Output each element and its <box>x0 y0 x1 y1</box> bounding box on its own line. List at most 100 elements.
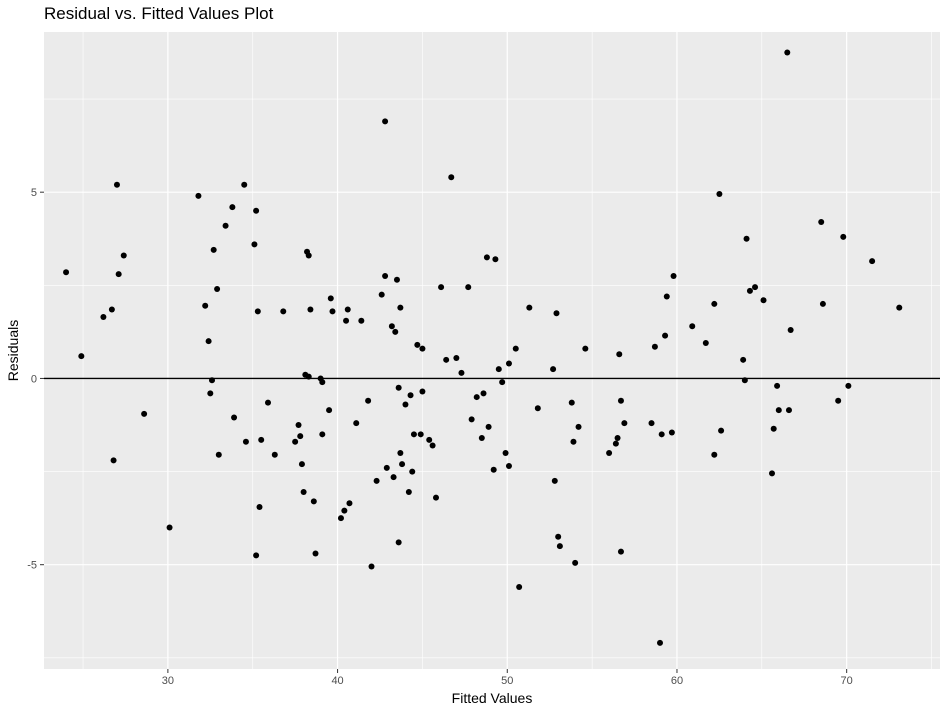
data-point <box>392 328 399 335</box>
data-point <box>480 390 487 397</box>
data-point <box>373 477 380 484</box>
data-point <box>115 271 122 278</box>
data-point <box>787 327 794 334</box>
data-point <box>785 407 792 414</box>
data-point <box>869 258 876 265</box>
data-point <box>502 449 509 456</box>
data-point <box>195 192 202 199</box>
data-point <box>505 360 512 367</box>
data-point <box>166 524 173 531</box>
data-point <box>310 498 317 505</box>
data-point <box>378 291 385 298</box>
data-point <box>253 207 260 214</box>
data-point <box>395 539 402 546</box>
data-point <box>280 308 287 315</box>
data-point <box>492 256 499 263</box>
data-point <box>621 420 628 427</box>
data-point <box>312 550 319 557</box>
y-tick-label: -5 <box>27 560 37 572</box>
data-point <box>215 451 222 458</box>
data-point <box>100 313 107 320</box>
data-point <box>298 461 305 468</box>
data-point <box>556 543 563 550</box>
data-point <box>575 423 582 430</box>
data-point <box>657 639 663 646</box>
data-point <box>670 272 677 279</box>
data-point <box>343 317 350 324</box>
data-point <box>209 377 215 384</box>
y-axis-ticks: -5 0 5 <box>27 187 44 572</box>
data-point <box>845 382 852 389</box>
data-point <box>617 397 624 404</box>
data-point <box>407 392 414 399</box>
data-point <box>662 332 669 339</box>
data-point <box>774 382 781 389</box>
data-point <box>141 410 148 417</box>
data-point <box>202 302 209 309</box>
data-point <box>741 377 748 384</box>
data-point <box>818 218 825 225</box>
data-point <box>258 436 265 443</box>
data-point <box>512 345 519 352</box>
data-point <box>300 489 307 496</box>
plot-panel <box>44 32 940 669</box>
data-point <box>568 399 575 406</box>
y-axis-title: Residuals <box>5 320 21 381</box>
data-point <box>319 379 326 386</box>
data-point <box>254 308 261 315</box>
data-point <box>663 293 670 300</box>
data-point <box>740 356 747 363</box>
data-point <box>526 304 533 311</box>
data-point <box>419 345 426 352</box>
data-point <box>570 438 577 445</box>
data-point <box>63 269 70 276</box>
data-point <box>555 533 562 540</box>
data-point <box>614 435 621 442</box>
data-point <box>397 304 404 311</box>
data-point <box>229 204 236 211</box>
x-axis-ticks: 30 40 50 60 70 <box>162 669 853 687</box>
data-point <box>485 423 492 430</box>
data-point <box>458 369 465 376</box>
data-point <box>582 345 589 352</box>
data-point <box>743 235 750 242</box>
data-point <box>251 241 258 248</box>
data-point <box>365 397 372 404</box>
y-tick-label: 0 <box>31 373 37 385</box>
data-point <box>617 548 624 555</box>
data-point <box>473 394 480 401</box>
data-point <box>616 351 623 358</box>
data-point <box>840 233 847 240</box>
data-point <box>222 222 229 229</box>
data-point <box>495 366 502 373</box>
data-point <box>553 310 560 317</box>
data-point <box>210 246 217 253</box>
data-point <box>253 552 260 559</box>
data-point <box>390 474 397 481</box>
x-tick-label: 70 <box>841 675 853 687</box>
data-point <box>207 390 214 397</box>
data-point <box>711 300 718 307</box>
data-point <box>341 507 348 514</box>
data-point <box>110 457 117 464</box>
data-point <box>453 354 460 361</box>
data-point <box>711 451 718 458</box>
data-point <box>534 405 541 412</box>
data-point <box>120 252 127 259</box>
data-point <box>205 338 212 345</box>
data-point <box>606 449 613 456</box>
data-point <box>409 468 416 475</box>
data-point <box>402 401 409 408</box>
data-point <box>344 306 351 313</box>
data-point <box>214 286 221 293</box>
data-point <box>760 297 767 304</box>
data-point <box>426 436 433 443</box>
data-point <box>399 461 406 468</box>
data-point <box>305 252 312 259</box>
data-point <box>648 420 655 427</box>
data-point <box>718 427 725 434</box>
data-point <box>295 422 302 429</box>
data-point <box>746 287 753 294</box>
data-point <box>265 399 271 406</box>
data-point <box>388 323 395 330</box>
